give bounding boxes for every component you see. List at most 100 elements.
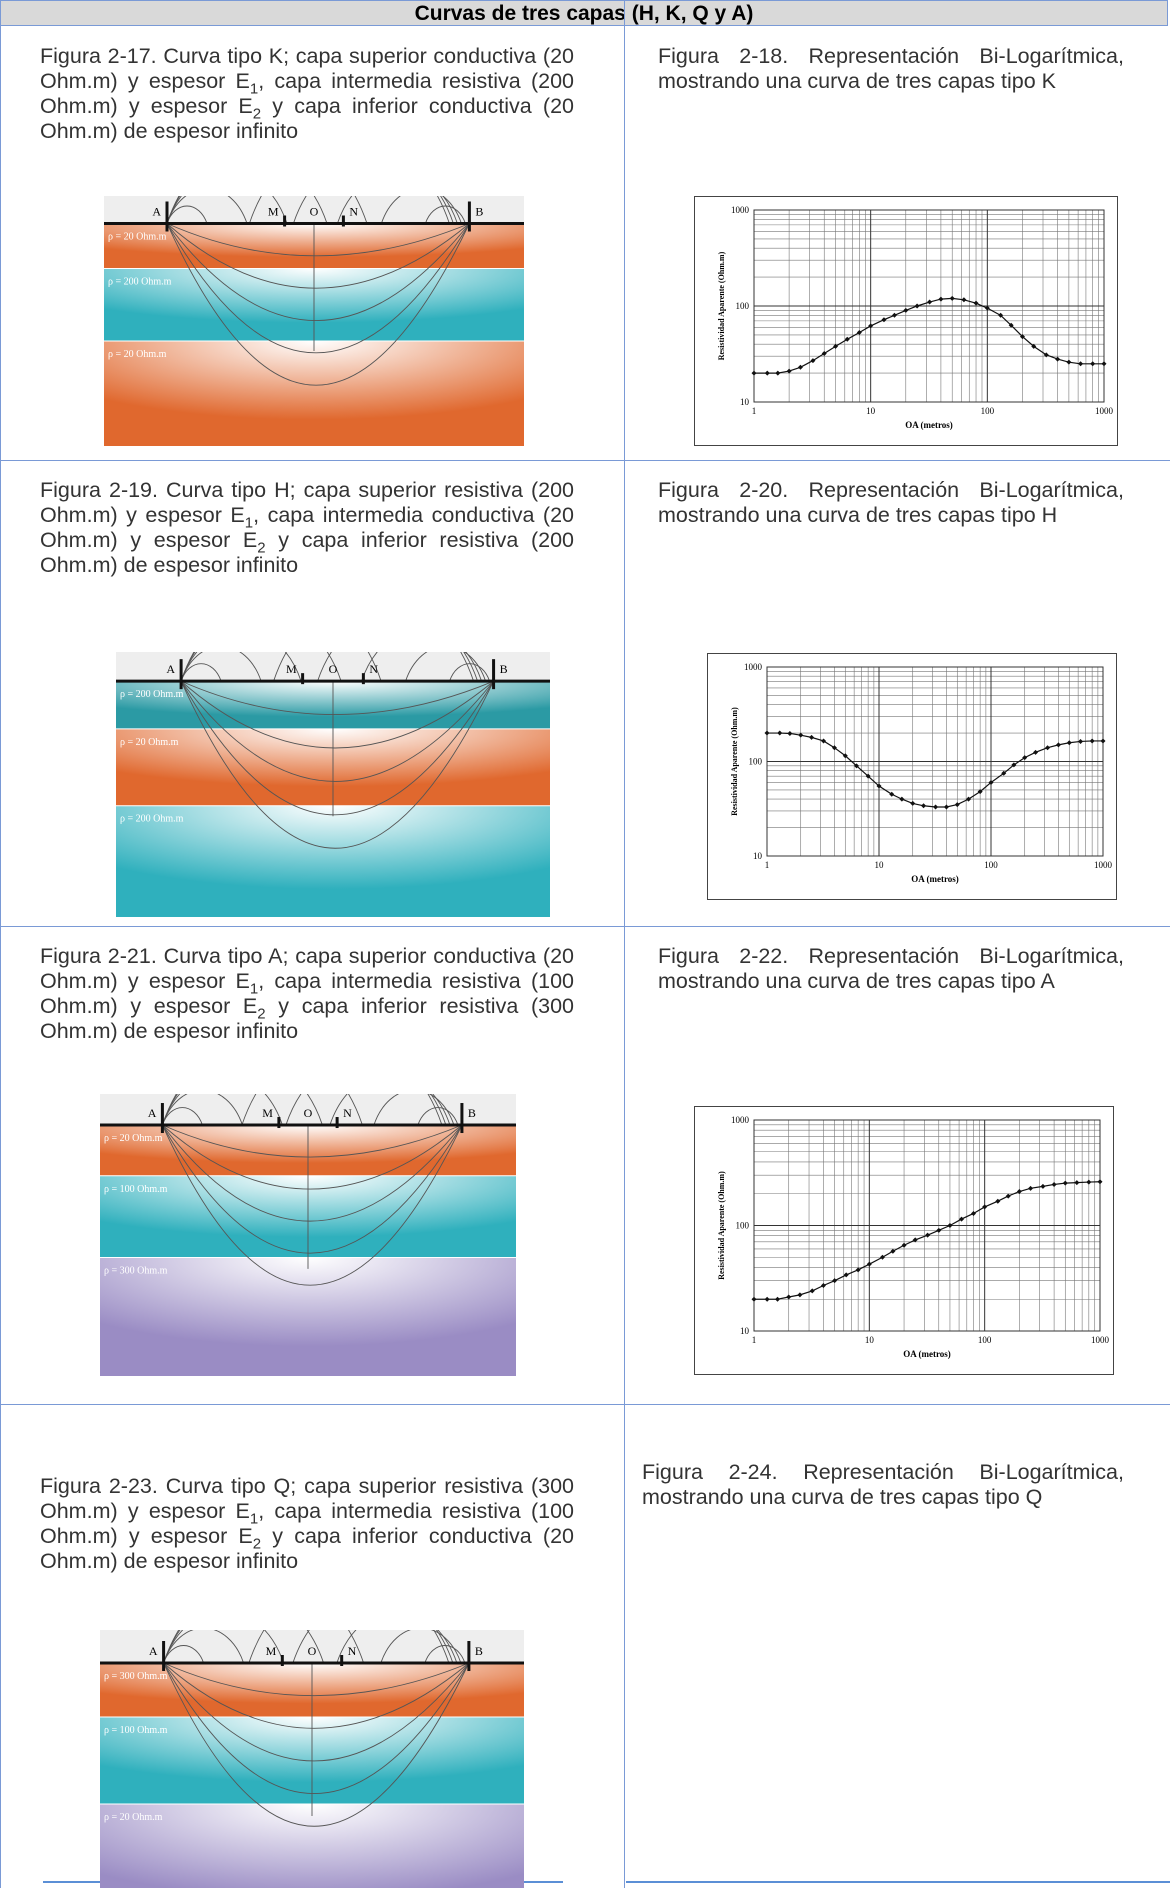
data-point — [1016, 1189, 1022, 1195]
data-point — [1043, 352, 1049, 358]
data-point — [821, 738, 827, 744]
data-point — [1078, 738, 1084, 744]
equipotential — [449, 663, 491, 682]
data-point — [820, 1282, 826, 1288]
y-tick-label: 100 — [749, 757, 763, 767]
data-point — [881, 317, 887, 323]
current-line — [162, 1124, 463, 1158]
layer-label: ρ = 20 Ohm.m — [108, 349, 167, 360]
y-tick-label: 10 — [740, 397, 750, 407]
data-point — [786, 368, 792, 374]
equipotential — [292, 1630, 454, 1664]
data-point — [1074, 1180, 1080, 1186]
data-point — [927, 299, 933, 305]
caption-text: , capa intermedia resistiva (100 Ohm.m) … — [40, 969, 574, 1018]
electrode-label: N — [348, 1644, 357, 1658]
subscript: 1 — [249, 1510, 259, 1528]
data-point — [831, 745, 837, 751]
row-border — [0, 926, 1170, 927]
data-point — [775, 1296, 781, 1302]
data-point — [797, 1292, 803, 1298]
equipotential — [373, 1094, 455, 1126]
x-tick-label: 1 — [752, 406, 757, 416]
data-point — [890, 1248, 896, 1254]
column-border — [0, 0, 1, 1888]
equipotential — [417, 1107, 459, 1126]
subscript: 1 — [249, 980, 259, 998]
caption: Figura 2-18. Representación Bi-Logarítmi… — [658, 44, 1124, 94]
equipotential — [380, 1630, 462, 1664]
data-point — [938, 296, 944, 302]
section-diagram: A M O N Bρ = 20 Ohm.m ρ = 200 Ohm.m ρ = 20 Ohm… — [104, 196, 524, 446]
y-tick-label: 10 — [753, 851, 763, 861]
plot-area — [753, 209, 1105, 403]
data-point — [982, 1204, 988, 1210]
data-point — [1051, 1181, 1057, 1187]
data-point — [809, 734, 815, 740]
data-point — [891, 312, 897, 318]
data-point — [1022, 755, 1028, 761]
electrode-label: M — [286, 662, 297, 676]
electrode-label: N — [343, 1106, 352, 1120]
equipotential — [424, 1645, 466, 1664]
data-point — [1008, 322, 1014, 328]
data-point — [998, 312, 1004, 318]
data-point — [879, 1254, 885, 1260]
data-point — [809, 1288, 815, 1294]
caption-text: Figura 2-19. Curva tipo H; capa superior… — [40, 478, 574, 527]
data-point — [970, 1210, 976, 1216]
data-point — [1045, 745, 1051, 751]
x-tick-label: 100 — [981, 406, 995, 416]
subscript: 1 — [249, 80, 259, 98]
current-line — [162, 1124, 463, 1254]
caption: Figura 2-19. Curva tipo H; capa superior… — [40, 478, 574, 578]
data-point — [856, 329, 862, 335]
data-point — [910, 800, 916, 806]
data-point — [842, 753, 848, 759]
electrode-label: B — [475, 1644, 483, 1658]
equipotential — [336, 196, 458, 224]
data-point — [936, 1227, 942, 1233]
section-diagram: A M O N Bρ = 300 Ohm.m ρ = 100 Ohm.m ρ = 20 Oh… — [100, 1630, 524, 1888]
data-point — [1086, 1179, 1092, 1185]
layer — [100, 1804, 524, 1888]
data-point — [1033, 749, 1039, 755]
layer — [116, 805, 550, 917]
data-point — [1101, 361, 1107, 367]
data-point — [966, 796, 972, 802]
y-tick-label: 10 — [740, 1326, 750, 1336]
x-tick-label: 1 — [765, 860, 770, 870]
caption: Figura 2-24. Representación Bi-Logarítmi… — [642, 1460, 1124, 1510]
data-point — [866, 1261, 872, 1267]
data-point — [1062, 1180, 1068, 1186]
data-point — [865, 773, 871, 779]
caption: Figura 2-23. Curva tipo Q; capa superior… — [40, 1474, 574, 1574]
electrode-label: M — [266, 1644, 277, 1658]
current-line — [180, 680, 494, 849]
data-point — [1097, 1179, 1103, 1185]
data-point — [903, 307, 909, 313]
data-point — [787, 730, 793, 736]
equipotential — [180, 652, 262, 682]
equipotential — [161, 1094, 283, 1126]
equipotential — [405, 652, 487, 682]
sky — [104, 196, 524, 224]
electrode-label: M — [262, 1106, 273, 1120]
equipotential — [166, 196, 288, 224]
layer — [104, 341, 524, 446]
caption: Figura 2-20. Representación Bi-Logarítmi… — [658, 478, 1124, 528]
data-point — [1005, 1193, 1011, 1199]
plot-frame — [707, 653, 1117, 900]
caption-text: , capa intermedia resistiva (100 Ohm.m) … — [40, 1499, 574, 1548]
data-point — [1055, 356, 1061, 362]
data-point — [843, 1272, 849, 1278]
equipotential — [163, 1630, 245, 1664]
data-point — [984, 305, 990, 311]
current-line — [162, 1124, 463, 1190]
data-point — [933, 804, 939, 810]
data-point — [1078, 361, 1084, 367]
data-point — [1066, 740, 1072, 746]
